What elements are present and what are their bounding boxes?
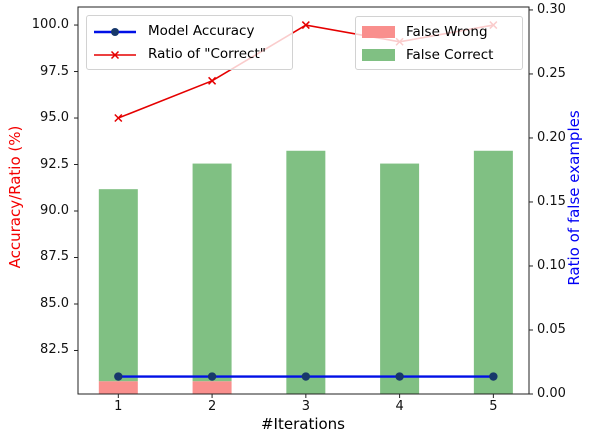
x-tick-label: 1 [114, 399, 123, 414]
y-right-tick-label: 0.05 [537, 321, 566, 337]
y-left-tick-label: 87.5 [40, 249, 69, 265]
line-x-swatch-icon [93, 47, 137, 61]
plot-spine [77, 6, 530, 395]
marker-x [114, 113, 123, 123]
marker-dot [207, 372, 217, 381]
bar-false-correct [286, 150, 326, 394]
y-left-tick-label: 97.5 [40, 63, 69, 79]
y-right-tick-label: 0.00 [537, 386, 566, 401]
x-tick-label: 5 [489, 399, 498, 414]
y-right-tick-label: 0.25 [537, 65, 566, 81]
bar-false-correct [380, 163, 420, 394]
bar-false-wrong [192, 381, 232, 394]
legend-item-model-accuracy: Model Accuracy [93, 23, 286, 39]
legend-label: Model Accuracy [148, 22, 255, 39]
legend-lines: Model Accuracy Ratio of "Correct" [86, 15, 293, 70]
patch-swatch-icon [362, 25, 395, 38]
marker-x [208, 76, 217, 85]
y-right-tick-label: 0.20 [537, 129, 566, 145]
y-left-tick-label: 90.0 [40, 203, 69, 218]
legend-label: Ratio of "Correct" [148, 46, 266, 63]
y-right-tick-label: 0.15 [537, 193, 566, 209]
right-axis-label: Ratio of false examples [565, 110, 583, 286]
y-left-tick-label: 100.0 [31, 17, 69, 33]
y-left-tick-label: 85.0 [40, 295, 69, 311]
x-tick-label: 3 [301, 399, 310, 414]
marker-dot [114, 372, 123, 381]
left-axis-label: Accuracy/Ratio (%) [6, 125, 24, 269]
y-right-tick-label: 0.30 [537, 1, 566, 17]
line-dot-swatch-icon [93, 24, 137, 38]
legend-bars: False Wrong False Correct [355, 16, 523, 70]
bar-false-wrong [98, 381, 138, 394]
y-left-tick-label: 92.5 [40, 156, 69, 172]
x-tick-label: 4 [395, 399, 404, 414]
legend-item-false-wrong: False Wrong [362, 24, 516, 40]
bar-false-correct [192, 163, 232, 382]
y-left-tick-label: 82.5 [40, 342, 69, 358]
y-left-tick-label: 95.0 [40, 110, 69, 126]
marker-dot [489, 372, 498, 381]
legend-label: False Correct [406, 46, 494, 63]
marker-dot [395, 372, 404, 381]
marker-dot [301, 372, 311, 381]
bar-false-correct [473, 150, 513, 394]
patch-swatch-icon [362, 48, 395, 61]
marker-x [301, 21, 310, 30]
x-axis-label: #Iterations [260, 415, 346, 433]
x-tick-label: 2 [207, 399, 217, 414]
legend-label: False Wrong [406, 23, 488, 40]
bar-false-correct [98, 189, 138, 382]
y-right-tick-label: 0.10 [537, 257, 566, 273]
legend-item-ratio-correct: Ratio of "Correct" [93, 46, 286, 62]
legend-item-false-correct: False Correct [362, 47, 516, 63]
